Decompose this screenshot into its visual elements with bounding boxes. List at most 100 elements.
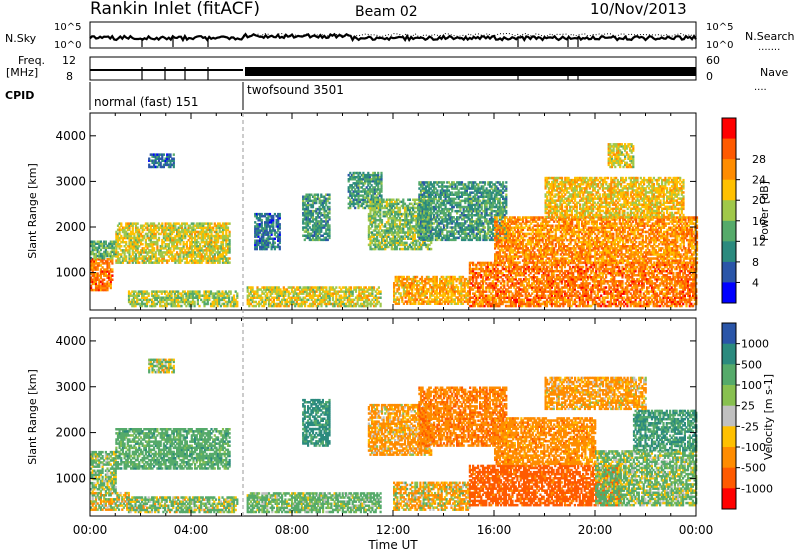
heatmap-cell — [437, 181, 441, 184]
heatmap-cell — [373, 171, 376, 175]
heatmap-cell — [267, 223, 270, 226]
heatmap-cell — [272, 237, 275, 240]
heatmap-cell — [106, 268, 109, 271]
heatmap-cell — [410, 237, 413, 240]
heatmap-cell — [452, 230, 455, 233]
heatmap-cell — [138, 240, 141, 244]
heatmap-cell — [434, 228, 437, 231]
heatmap-cell — [326, 238, 329, 242]
heatmap-cell — [355, 175, 358, 179]
heatmap-cell — [201, 300, 204, 304]
heatmap-cell — [109, 260, 112, 263]
heatmap-cell — [364, 180, 367, 183]
heatmap-cell — [295, 292, 298, 295]
heatmap-cell — [379, 243, 382, 247]
heatmap-cell — [408, 243, 411, 247]
heatmap-cell — [340, 302, 343, 306]
heatmap-cell — [452, 300, 455, 303]
heatmap-cell — [426, 236, 429, 240]
heatmap-cell — [445, 292, 448, 295]
heatmap-cell — [340, 300, 343, 304]
heatmap-cell — [439, 230, 442, 233]
heatmap-cell — [394, 245, 397, 249]
heatmap-cell — [203, 257, 207, 260]
heatmap-cell — [104, 272, 107, 275]
heatmap-cell — [315, 238, 318, 242]
heatmap-cell — [320, 230, 323, 233]
heatmap-cell — [370, 190, 373, 193]
heatmap-cell — [373, 180, 376, 183]
heatmap-cell — [215, 234, 218, 238]
heatmap-cell — [328, 236, 331, 240]
heatmap-cell — [315, 201, 318, 205]
heatmap-cell — [157, 261, 161, 264]
heatmap-cell — [133, 238, 136, 242]
heatmap-cell — [276, 298, 279, 302]
heatmap-cell — [188, 292, 191, 295]
heatmap-cell — [367, 217, 370, 220]
heatmap-cell — [228, 243, 231, 246]
heatmap-cell — [150, 290, 154, 293]
heatmap-cell — [366, 296, 369, 299]
heatmap-cell — [166, 155, 169, 158]
heatmap-cell — [318, 220, 321, 223]
heatmap-cell — [372, 188, 375, 191]
heatmap-cell — [307, 199, 310, 203]
heatmap-cell — [460, 236, 464, 240]
heatmap-cell — [96, 276, 99, 279]
heatmap-cell — [208, 230, 211, 234]
heatmap-cell — [171, 243, 174, 246]
heatmap-cell — [164, 228, 167, 232]
heatmap-cell — [159, 253, 162, 256]
heatmap-cell — [153, 236, 156, 240]
heatmap-cell — [357, 204, 360, 208]
heatmap-cell — [224, 290, 227, 293]
heatmap-cell — [259, 229, 262, 232]
heatmap-cell — [400, 241, 403, 245]
heatmap-cell — [157, 163, 161, 167]
heatmap-cell — [424, 226, 427, 229]
heatmap-cell — [312, 294, 315, 297]
heatmap-cell — [354, 288, 358, 291]
heatmap-cell — [157, 249, 161, 252]
heatmap-cell — [419, 302, 422, 305]
heatmap-cell — [333, 302, 336, 306]
heatmap-cell — [213, 240, 216, 244]
heatmap-cell — [205, 230, 208, 234]
heatmap-cell — [125, 255, 128, 258]
heatmap-cell — [317, 304, 320, 308]
heatmap-cell — [326, 220, 329, 223]
heatmap-cell — [418, 203, 421, 207]
heatmap-cell — [189, 236, 192, 240]
heatmap-cell — [190, 290, 193, 293]
heatmap-cell — [277, 223, 280, 226]
heatmap-cell — [370, 188, 373, 191]
heatmap-cell — [418, 247, 421, 251]
heatmap-cell — [172, 228, 175, 232]
heatmap-cell — [308, 222, 311, 225]
heatmap-cell — [467, 228, 470, 231]
heatmap-cell — [121, 249, 124, 252]
heatmap-cell — [415, 219, 418, 222]
heatmap-cell — [218, 259, 221, 262]
heatmap-cell — [144, 251, 147, 254]
heatmap-cell — [139, 257, 143, 260]
heatmap-cell — [320, 214, 323, 217]
heatmap-cell — [98, 252, 101, 256]
heatmap-cell — [405, 241, 408, 245]
heatmap-cell — [162, 240, 165, 244]
heatmap-cell — [127, 296, 131, 299]
heatmap-cell — [456, 203, 459, 207]
heatmap-cell — [348, 298, 351, 302]
heatmap-cell — [435, 294, 438, 297]
heatmap-cell — [363, 296, 366, 299]
heatmap-cell — [149, 236, 152, 240]
heatmap-cell — [113, 248, 116, 252]
heatmap-cell — [384, 200, 387, 204]
heatmap-cell — [452, 275, 455, 279]
heatmap-cell — [313, 222, 316, 225]
heatmap-cell — [385, 198, 388, 201]
heatmap-cell — [316, 236, 320, 240]
heatmap-cell — [151, 155, 154, 158]
heatmap-cell — [310, 228, 313, 231]
